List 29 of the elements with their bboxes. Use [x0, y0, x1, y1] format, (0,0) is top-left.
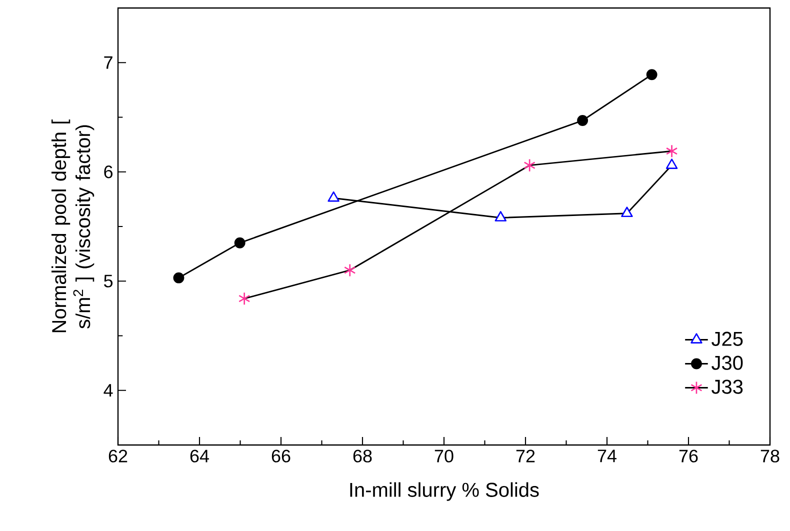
x-tick-label: 64: [190, 450, 209, 462]
x-tick-label: 66: [272, 450, 290, 462]
x-axis-title: In-mill slurry % Solids: [350, 482, 539, 501]
x-tick-label: 68: [353, 450, 372, 462]
y-tick-label: 7: [104, 56, 112, 69]
point: [344, 264, 356, 277]
x-tick-label: 78: [760, 450, 780, 462]
x-tick-label: 74: [598, 450, 616, 462]
point: [173, 272, 184, 284]
point: [328, 191, 340, 202]
x-tick-label: 62: [108, 450, 128, 462]
point: [234, 237, 246, 248]
x-tick-label: 70: [434, 450, 454, 462]
legend-label: J33: [712, 380, 743, 394]
point: [577, 115, 588, 126]
legend-label: J25: [712, 332, 743, 346]
point: [621, 206, 633, 218]
point: [666, 144, 678, 158]
point: [524, 158, 536, 172]
x-tick-label: 72: [516, 450, 535, 462]
y-tick-label: 6: [104, 165, 113, 178]
x-tick-label: 76: [679, 450, 698, 462]
point: [666, 158, 678, 169]
point: [238, 292, 250, 306]
point: [646, 69, 658, 80]
y-tick-label: 5: [104, 274, 113, 288]
legend-label: J30: [712, 356, 743, 370]
point: [494, 211, 507, 222]
y-tick-label: 4: [104, 384, 113, 397]
